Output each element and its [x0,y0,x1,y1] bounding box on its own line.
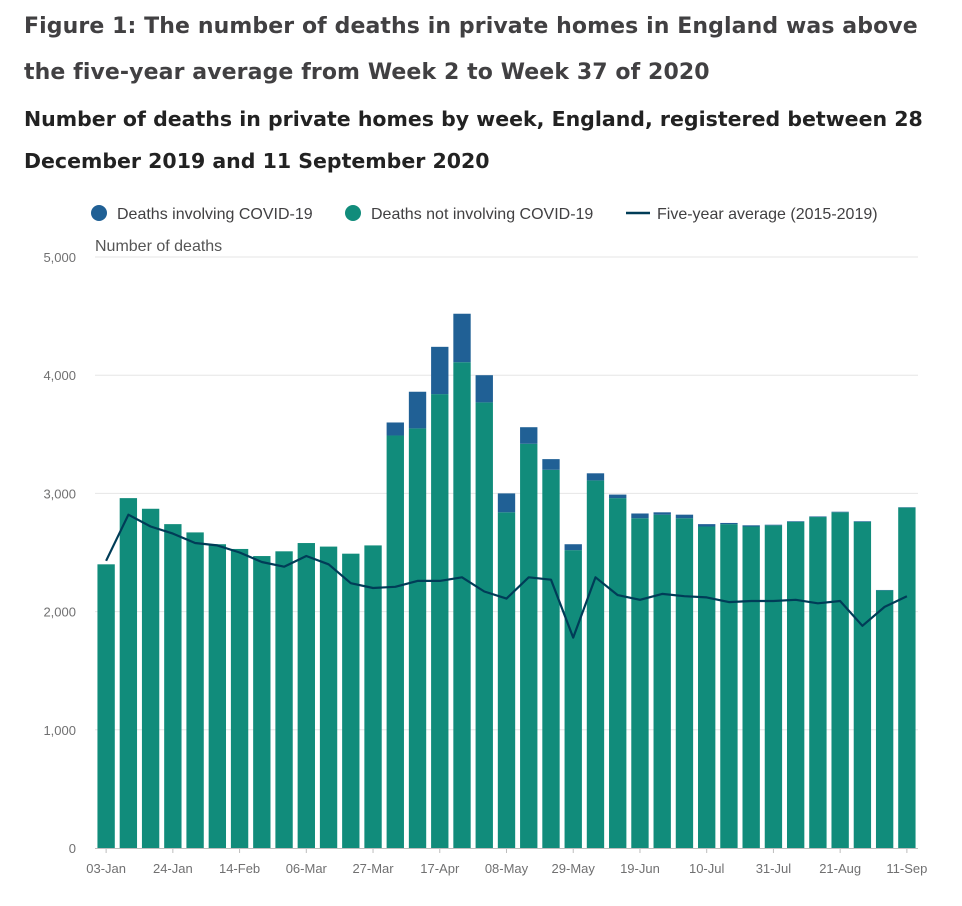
bar-covid [831,511,849,513]
y-tick-label: 3,000 [43,486,76,501]
legend-marker-non-covid [345,205,361,221]
y-tick-label: 0 [69,841,76,856]
legend-label-non-covid: Deaths not involving COVID-19 [371,206,593,223]
bar-non-covid [720,524,738,848]
bar-non-covid [342,553,360,848]
bar-covid [631,513,649,519]
average-line [105,513,908,639]
bar-non-covid [164,524,182,848]
bar-covid [586,473,605,481]
bar-non-covid [786,521,805,848]
y-tick-label: 4,000 [43,368,76,383]
x-tick-label: 06-Mar [286,861,328,876]
bar-non-covid [253,556,271,848]
bar-non-covid [475,402,493,848]
x-tick-label: 24-Jan [153,861,193,876]
bar-non-covid [764,525,783,848]
bar-covid [720,522,738,525]
bar-non-covid [97,564,115,848]
x-tick-label: 11-Sep [886,861,927,876]
x-tick-label: 19-Jun [620,861,660,876]
figure-title: Figure 1: The number of deaths in privat… [24,14,918,85]
bar-non-covid [431,394,449,848]
bar-covid [764,524,783,526]
bar-non-covid [898,507,916,848]
bar-non-covid [297,543,315,848]
x-axis: 03-Jan 24-Jan 14-Feb 06-Mar 27-Mar 17-Apr 08-M… [86,848,927,876]
bar-non-covid [141,508,160,848]
bar-non-covid [831,512,849,848]
bar-non-covid [520,443,538,848]
legend: Deaths involving COVID-19 Deaths not inv… [91,205,878,223]
x-tick-label: 29-May [552,861,596,876]
bar-non-covid [319,546,338,848]
bar-covid [653,512,671,515]
x-tick-label: 31-Jul [756,861,792,876]
bar-non-covid [875,590,894,848]
bar-non-covid [853,521,872,848]
bar-non-covid [186,532,204,848]
bar-covid [742,525,760,527]
bar-covid [564,544,582,551]
legend-marker-covid [91,205,107,221]
bar-covid [675,514,694,519]
x-tick-label: 08-May [485,861,529,876]
bar-covid [475,375,493,403]
bar-non-covid [497,512,516,848]
y-tick-label: 1,000 [43,723,76,738]
bar-covid [809,516,827,518]
legend-label-average: Five-year average (2015-2019) [657,206,878,223]
bar-covid [453,313,471,363]
bar-covid [386,422,404,436]
bar-non-covid [230,548,249,848]
x-tick-label: 14-Feb [219,861,260,876]
bar-non-covid [742,526,760,848]
x-tick-label: 10-Jul [689,861,725,876]
bar-non-covid [208,544,227,848]
bar-non-covid [364,545,382,848]
bar-non-covid [275,551,293,848]
bar-covid [520,427,538,444]
x-tick-label: 27-Mar [352,861,394,876]
x-tick-label: 17-Apr [420,861,460,876]
y-tick-label: 2,000 [43,605,76,620]
bar-non-covid [119,498,138,848]
bar-covid [542,459,560,470]
bar-non-covid [609,498,627,848]
bar-covid [497,493,516,513]
x-tick-label: 21-Aug [819,861,861,876]
legend-label-covid: Deaths involving COVID-19 [117,206,313,223]
bars [97,313,916,848]
y-tick-label: 5,000 [43,250,76,265]
bar-covid [408,391,427,429]
average-line-group [105,513,908,639]
bar-non-covid [386,435,404,848]
bar-non-covid [675,518,694,848]
bar-non-covid [586,480,605,848]
bar-covid [698,524,716,527]
y-axis-ticks: 0 1,000 2,000 3,000 4,000 5,000 [43,250,76,856]
bar-non-covid [809,517,827,848]
bar-non-covid [653,514,671,848]
x-tick-label: 03-Jan [86,861,126,876]
bar-non-covid [698,526,716,848]
bar-covid [786,521,805,522]
bar-covid [609,494,627,499]
y-axis-title: Number of deaths [95,238,222,255]
bar-non-covid [564,550,582,848]
bar-non-covid [408,428,427,848]
bar-covid [431,346,449,395]
bar-covid [853,521,872,522]
chart-subtitle: Number of deaths in private homes by wee… [24,107,923,173]
bar-non-covid [542,469,560,848]
bar-non-covid [631,518,649,848]
bar-non-covid [453,362,471,848]
